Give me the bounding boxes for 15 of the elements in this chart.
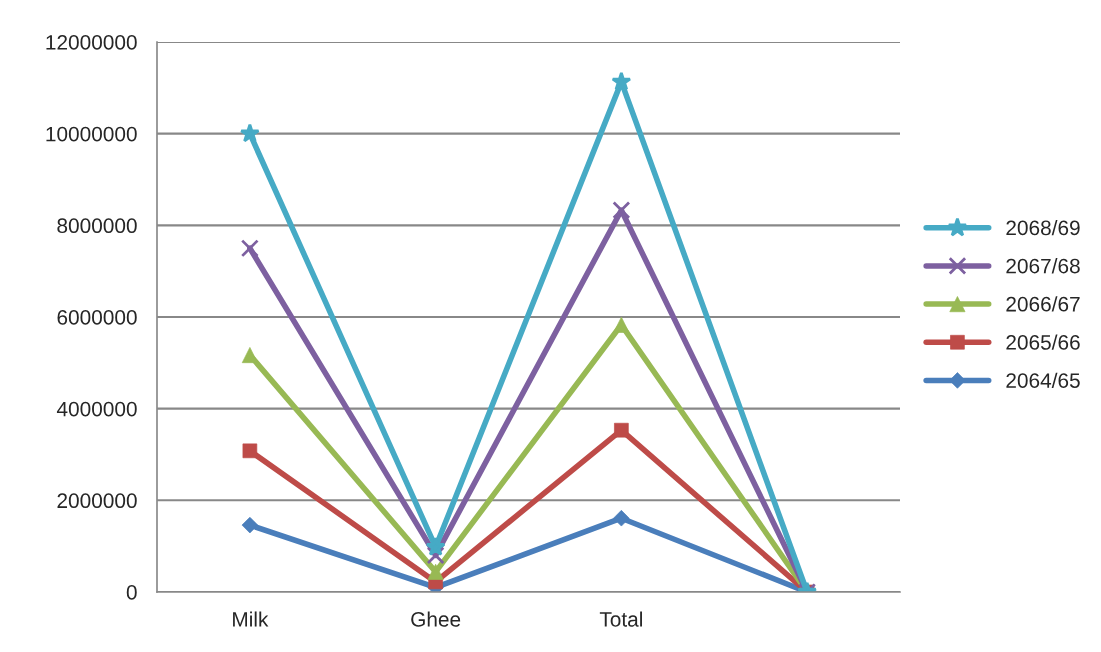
y-tick-label: 2000000 (57, 493, 137, 509)
legend-label: 2066/67 (1006, 296, 1080, 312)
x-tick-label: Milk (233, 611, 269, 627)
x-tick-label: Ghee (411, 611, 461, 627)
legend-label: 2064/65 (1006, 372, 1080, 388)
y-tick-label: 6000000 (57, 310, 137, 325)
legend-label: 2065/66 (1006, 334, 1080, 350)
y-tick-label: 12000000 (46, 35, 137, 50)
y-tick-label: 8000000 (57, 218, 137, 234)
y-tick-label: 4000000 (56, 401, 137, 417)
legend-label: 2068/69 (1006, 219, 1080, 236)
y-tick-label: 0 (126, 585, 137, 600)
x-tick-label: Total (599, 611, 642, 627)
legend-label: 2067/68 (1006, 258, 1080, 274)
y-tick-label: 10000000 (46, 126, 137, 142)
